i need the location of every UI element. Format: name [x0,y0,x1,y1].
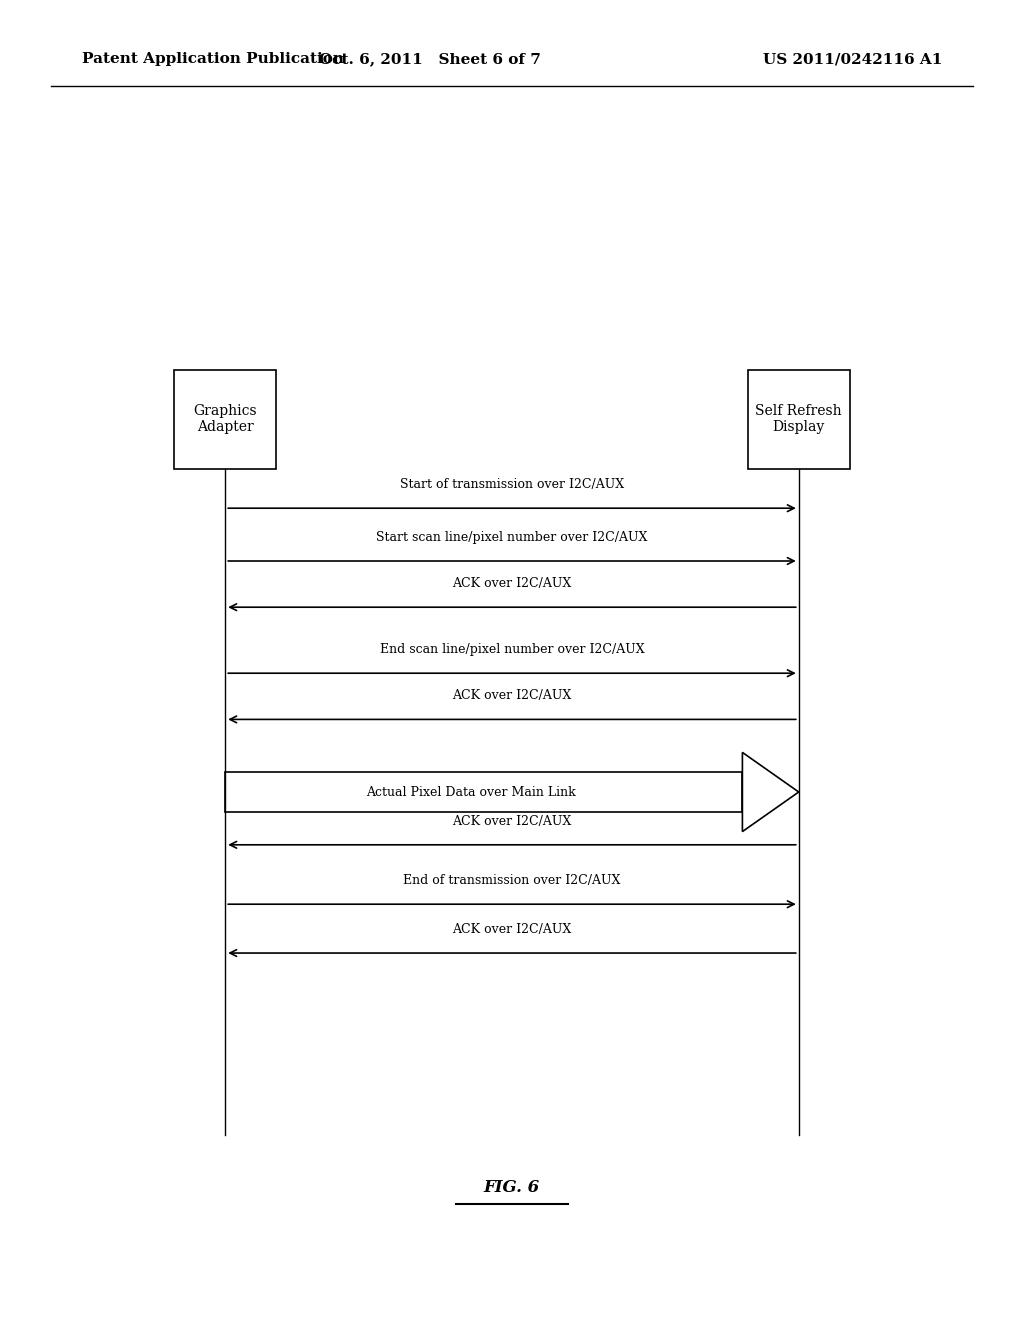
Text: Start scan line/pixel number over I2C/AUX: Start scan line/pixel number over I2C/AU… [376,531,648,544]
Text: Self Refresh
Display: Self Refresh Display [756,404,842,434]
Text: Patent Application Publication: Patent Application Publication [82,53,344,66]
Text: Actual Pixel Data over Main Link: Actual Pixel Data over Main Link [367,785,575,799]
Text: End scan line/pixel number over I2C/AUX: End scan line/pixel number over I2C/AUX [380,643,644,656]
Text: Start of transmission over I2C/AUX: Start of transmission over I2C/AUX [400,478,624,491]
Text: ACK over I2C/AUX: ACK over I2C/AUX [453,689,571,702]
Text: ACK over I2C/AUX: ACK over I2C/AUX [453,814,571,828]
FancyBboxPatch shape [174,370,276,469]
FancyBboxPatch shape [748,370,850,469]
Text: End of transmission over I2C/AUX: End of transmission over I2C/AUX [403,874,621,887]
Text: Graphics
Adapter: Graphics Adapter [194,404,257,434]
Text: FIG. 6: FIG. 6 [484,1180,540,1196]
Text: US 2011/0242116 A1: US 2011/0242116 A1 [763,53,942,66]
Text: ACK over I2C/AUX: ACK over I2C/AUX [453,923,571,936]
Text: ACK over I2C/AUX: ACK over I2C/AUX [453,577,571,590]
Text: Oct. 6, 2011   Sheet 6 of 7: Oct. 6, 2011 Sheet 6 of 7 [319,53,541,66]
